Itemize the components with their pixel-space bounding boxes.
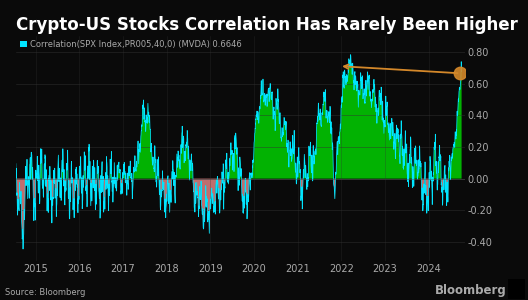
Legend: Correlation(SPX Index,PR005,40,0) (MVDA) 0.6646: Correlation(SPX Index,PR005,40,0) (MVDA)… (20, 40, 242, 49)
Text: Bloomberg: Bloomberg (435, 284, 507, 297)
Text: Source: Bloomberg: Source: Bloomberg (5, 288, 86, 297)
Text: Crypto-US Stocks Correlation Has Rarely Been Higher: Crypto-US Stocks Correlation Has Rarely … (16, 16, 518, 34)
